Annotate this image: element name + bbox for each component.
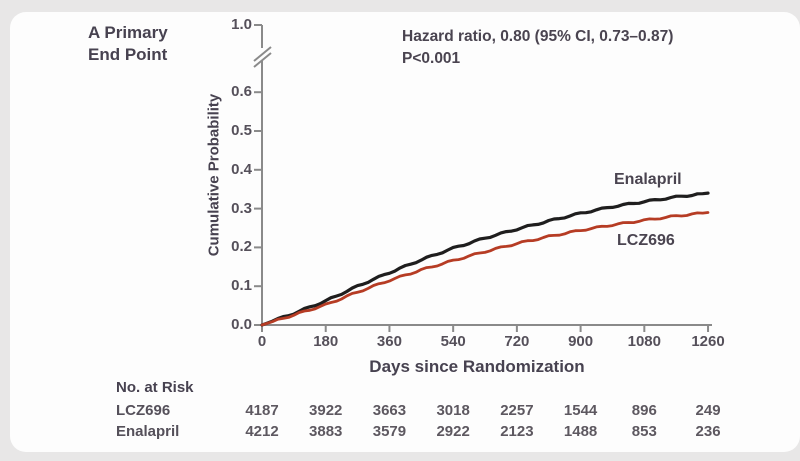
panel-title-line1: A Primary — [88, 23, 168, 42]
curve-label-enalapril: Enalapril — [614, 171, 682, 188]
risk-count: 3579 — [372, 423, 407, 440]
risk-count: 4187 — [245, 402, 279, 419]
curve-label-lcz696: LCZ696 — [617, 232, 675, 249]
panel-title-line2: End Point — [88, 45, 168, 64]
risk-count: 3922 — [309, 402, 343, 419]
y-tick-label: 0.3 — [231, 199, 252, 217]
y-tick-label: 0.6 — [231, 83, 252, 101]
y-tick-label: 0.1 — [231, 277, 252, 295]
risk-count: 4212 — [245, 423, 279, 440]
annotation-line1: Hazard ratio, 0.80 (95% CI, 0.73–0.87) — [402, 28, 674, 45]
km-curve-lcz696 — [260, 211, 710, 327]
x-tick-label: 360 — [376, 333, 402, 350]
risk-row-label: Enalapril — [116, 423, 180, 440]
y-tick-label: 0.2 — [231, 238, 252, 256]
figure-card — [10, 12, 800, 452]
x-tick-label: 1260 — [691, 333, 725, 350]
x-tick-label: 720 — [504, 333, 530, 350]
risk-count: 1488 — [563, 423, 598, 440]
risk-count: 2257 — [500, 402, 534, 419]
y-tick-label: 0.4 — [231, 160, 252, 178]
risk-count: 3663 — [372, 402, 407, 419]
axis-break-slash — [253, 52, 272, 68]
km-curve-enalapril — [260, 191, 710, 327]
risk-count: 236 — [695, 423, 721, 440]
x-tick-label: 0 — [257, 333, 267, 350]
x-tick-label: 540 — [440, 333, 466, 350]
risk-count: 249 — [695, 402, 721, 419]
x-tick-label: 1080 — [627, 333, 661, 350]
y-tick-label: 1.0 — [231, 16, 252, 33]
risk-count: 3018 — [436, 402, 470, 419]
risk-count: 2123 — [500, 423, 534, 440]
hazard-ratio-annotation: Hazard ratio, 0.80 (95% CI, 0.73–0.87) P… — [402, 26, 673, 70]
y-tick-label: 0.0 — [231, 316, 252, 333]
axis-break-slash — [253, 46, 272, 62]
risk-count: 853 — [631, 423, 657, 440]
x-tick-label: 900 — [568, 333, 594, 350]
risk-row-label: LCZ696 — [116, 402, 171, 419]
risk-table-title: No. at Risk — [116, 379, 194, 396]
annotation-line2: P<0.001 — [402, 50, 461, 67]
panel-title: A Primary End Point — [88, 22, 168, 66]
x-axis-title: Days since Randomization — [369, 357, 585, 376]
x-tick-label: 180 — [313, 333, 339, 350]
risk-count: 2922 — [436, 423, 470, 440]
risk-count: 3883 — [309, 423, 343, 440]
risk-count: 1544 — [563, 402, 598, 419]
risk-count: 896 — [631, 402, 657, 419]
y-tick-label: 0.5 — [231, 122, 252, 139]
